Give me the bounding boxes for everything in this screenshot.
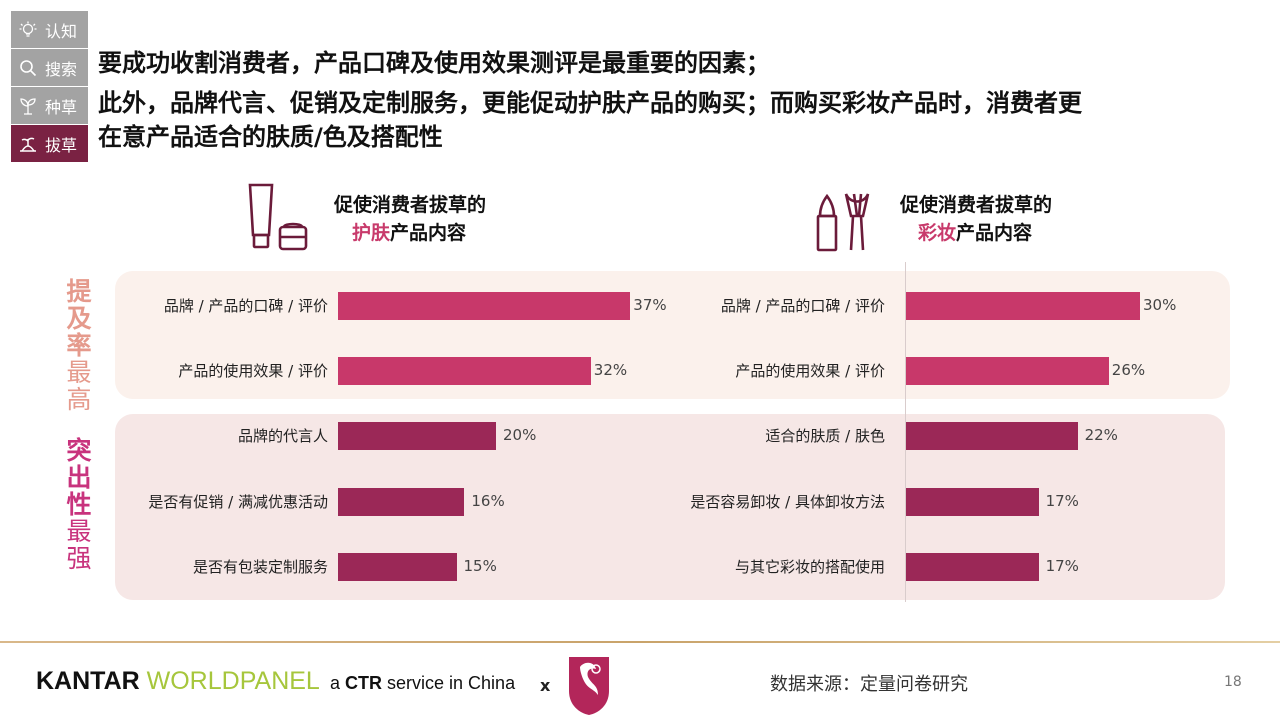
nav-item-label: 认知: [45, 21, 78, 41]
top-group-panel: [115, 271, 1230, 399]
chart-divider: [905, 262, 906, 602]
makeup-section-title: 促使消费者拔草的 彩妆产品内容: [900, 191, 1052, 247]
sprout-icon: [17, 95, 39, 117]
page-number: 18: [1224, 674, 1242, 690]
makeup-title-suffix: 产品内容: [956, 222, 1033, 244]
lightbulb-icon: [17, 19, 39, 41]
headline-line-2: 此外，品牌代言、促销及定制服务，更能促动护肤产品的购买；而购买彩妆产品时，消费者…: [98, 89, 1082, 117]
side-char: 提: [66, 277, 92, 306]
side-char: 高: [66, 385, 92, 414]
skincare-title-suffix: 产品内容: [390, 222, 467, 244]
footer-divider: [0, 641, 1280, 643]
nav-item-purchase[interactable]: 拔草: [11, 125, 88, 162]
partner-logo-icon: [566, 655, 612, 717]
headline-line-3: 在意产品适合的肤质/色及搭配性: [98, 123, 443, 151]
brand-kantar: KANTAR: [36, 667, 140, 695]
ctr-tagline: a CTR service in China: [330, 673, 515, 694]
side-label-distinctiveness: 突 出 性 最 强: [64, 437, 94, 572]
side-char: 最: [66, 358, 92, 387]
headline-line-1: 要成功收割消费者，产品口碑及使用效果测评是最重要的因素；: [98, 49, 770, 77]
times-symbol: x: [540, 676, 551, 695]
bottom-group-panel: [115, 414, 1225, 600]
side-nav: 认知 搜索 种草 拔草: [11, 11, 88, 163]
side-char: 突: [66, 436, 92, 465]
makeup-title-line-1: 促使消费者拔草的: [900, 194, 1053, 216]
harvest-icon: [17, 133, 39, 155]
side-char: 性: [66, 490, 92, 519]
skincare-title-highlight: 护肤: [352, 222, 391, 244]
side-char: 出: [66, 463, 92, 492]
nav-item-label: 种草: [45, 97, 78, 117]
page-headline: 要成功收割消费者，产品口碑及使用效果测评是最重要的因素； 此外，品牌代言、促销及…: [98, 46, 1218, 154]
skincare-tube-icon: [246, 182, 312, 252]
search-icon: [17, 57, 39, 79]
nav-item-search[interactable]: 搜索: [11, 49, 88, 86]
makeup-title-highlight: 彩妆: [918, 222, 957, 244]
brand-worldpanel: WORLDPANEL: [146, 667, 320, 695]
skincare-title-line-1: 促使消费者拔草的: [334, 194, 487, 216]
side-label-penetration: 提 及 率 最 高: [64, 278, 94, 413]
side-char: 率: [66, 331, 92, 360]
data-source: 数据来源：定量问卷研究: [770, 674, 968, 695]
ctr-name: CTR: [345, 673, 383, 693]
skincare-section-title: 促使消费者拔草的 护肤产品内容: [334, 191, 486, 247]
nav-item-seeding[interactable]: 种草: [11, 87, 88, 124]
nav-item-awareness[interactable]: 认知: [11, 11, 88, 48]
lipstick-brush-icon: [814, 188, 880, 254]
side-char: 强: [66, 544, 92, 573]
ctr-suffix: service in China: [382, 673, 516, 693]
nav-item-label: 拔草: [45, 135, 78, 155]
ctr-prefix: a: [330, 673, 346, 693]
kantar-worldpanel-logo: KANTAR WORLDPANEL: [36, 667, 320, 696]
side-char: 及: [66, 304, 92, 333]
side-char: 最: [66, 517, 92, 546]
nav-item-label: 搜索: [45, 59, 78, 79]
